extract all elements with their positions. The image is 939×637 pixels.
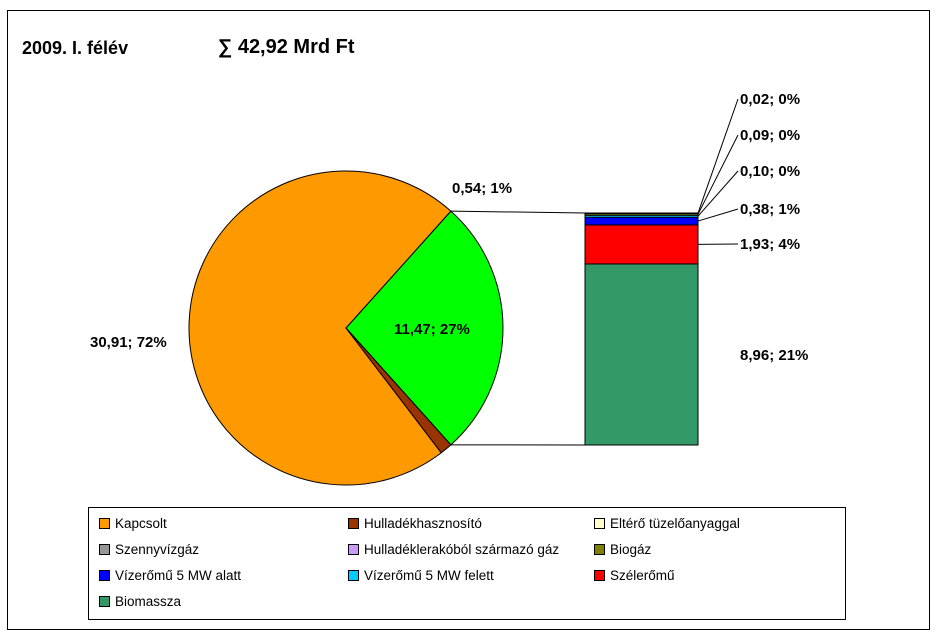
legend-swatch (348, 570, 359, 581)
legend-label: Hulladékhasznosító (364, 516, 482, 531)
legend-item-szeleromu: Szélerőmű (594, 568, 675, 583)
connector-lines (450, 210, 586, 446)
legend-label: Eltérő tüzelőanyaggal (610, 516, 740, 531)
legend-item-hulladeklerakobol-szarmazo-gaz: Hulladéklerakóból származó gáz (348, 542, 559, 557)
legend-swatch (99, 570, 110, 581)
legend-item-szennyvizgaz: Szennyvízgáz (99, 542, 199, 557)
legend-item-biomassza: Biomassza (99, 594, 181, 609)
total-label: ∑ 42,92 Mrd Ft (218, 36, 355, 58)
legend-item-kapcsolt: Kapcsolt (99, 516, 167, 531)
data-label-biogaz: 0,09; 0% (740, 127, 800, 144)
pie-slice-kapcsolt (188, 170, 452, 486)
data-label-other: 11,47; 27% (394, 321, 470, 338)
bar-segment-szeleromu (584, 224, 699, 265)
legend-label: Kapcsolt (115, 516, 167, 531)
legend-label: Vízerőmű 5 MW felett (364, 568, 494, 583)
chart-title: 2009. I. félév (22, 38, 128, 58)
leader-line-biogaz (697, 134, 739, 215)
leader-line-vizeromu-5-mw-alatt (697, 208, 739, 222)
legend: Kapcsolt Hulladékhasznosító Eltérő tüzelőa… (88, 507, 846, 620)
legend-swatch (99, 596, 110, 607)
data-label-biomassza: 8,96; 21% (740, 347, 808, 364)
data-labels: 30,91; 72% 0,54; 1% 11,47; 27% 8,96; 21% 1,9… (90, 91, 808, 364)
pie-group (188, 170, 504, 486)
legend-item-vizeromu-5-mw-felett: Vízerőmű 5 MW felett (348, 568, 494, 583)
legend-item-hulladekhasznosito: Hulladékhasznosító (348, 516, 482, 531)
legend-label: Biogáz (610, 542, 652, 557)
legend-label: Szélerőmű (610, 568, 675, 583)
leader-line-vizeromu-5-mw-felett (697, 170, 739, 217)
data-label-hulladekhasznosito: 0,54; 1% (452, 180, 512, 197)
legend-item-biogaz: Biogáz (594, 542, 651, 557)
bar-segment-szennyvizgaz (584, 212, 699, 215)
pie-slice-other-bar (345, 210, 504, 446)
data-label-szeleromu: 1,93; 4% (740, 236, 800, 253)
legend-label: Vízerőmű 5 MW alatt (115, 568, 242, 583)
legend-swatch (99, 544, 110, 555)
data-label-kapcsolt: 30,91; 72% (90, 334, 167, 351)
legend-label: Hulladéklerakóból származó gáz (364, 542, 560, 557)
legend-label: Szennyvízgáz (115, 542, 200, 557)
legend-swatch (594, 570, 605, 581)
legend-swatch (594, 518, 605, 529)
legend-swatch (348, 544, 359, 555)
pie-slice-hulladekhasznosito (345, 327, 452, 454)
connector-line-top (450, 210, 586, 214)
legend-swatch (594, 544, 605, 555)
bar-segment-biomassza (584, 263, 699, 446)
data-label-vizeromu-5-mw-felett: 0,10; 0% (740, 163, 800, 180)
bar-segment-vizeromu-5-mw-alatt (584, 216, 699, 226)
legend-label: Biomassza (115, 594, 182, 609)
legend-item-vizeromu-5-mw-alatt: Vízerőmű 5 MW alatt (99, 568, 241, 583)
stacked-bar (584, 212, 699, 446)
legend-item-eltero-tuzeloanyaggal: Eltérő tüzelőanyaggal (594, 516, 740, 531)
leader-line-szennyvizgaz (697, 98, 739, 214)
legend-swatch (99, 518, 110, 529)
legend-swatch (348, 518, 359, 529)
data-label-vizeromu-5-mw-alatt: 0,38; 1% (740, 201, 800, 218)
data-label-szennyvizgaz: 0,02; 0% (740, 91, 800, 108)
